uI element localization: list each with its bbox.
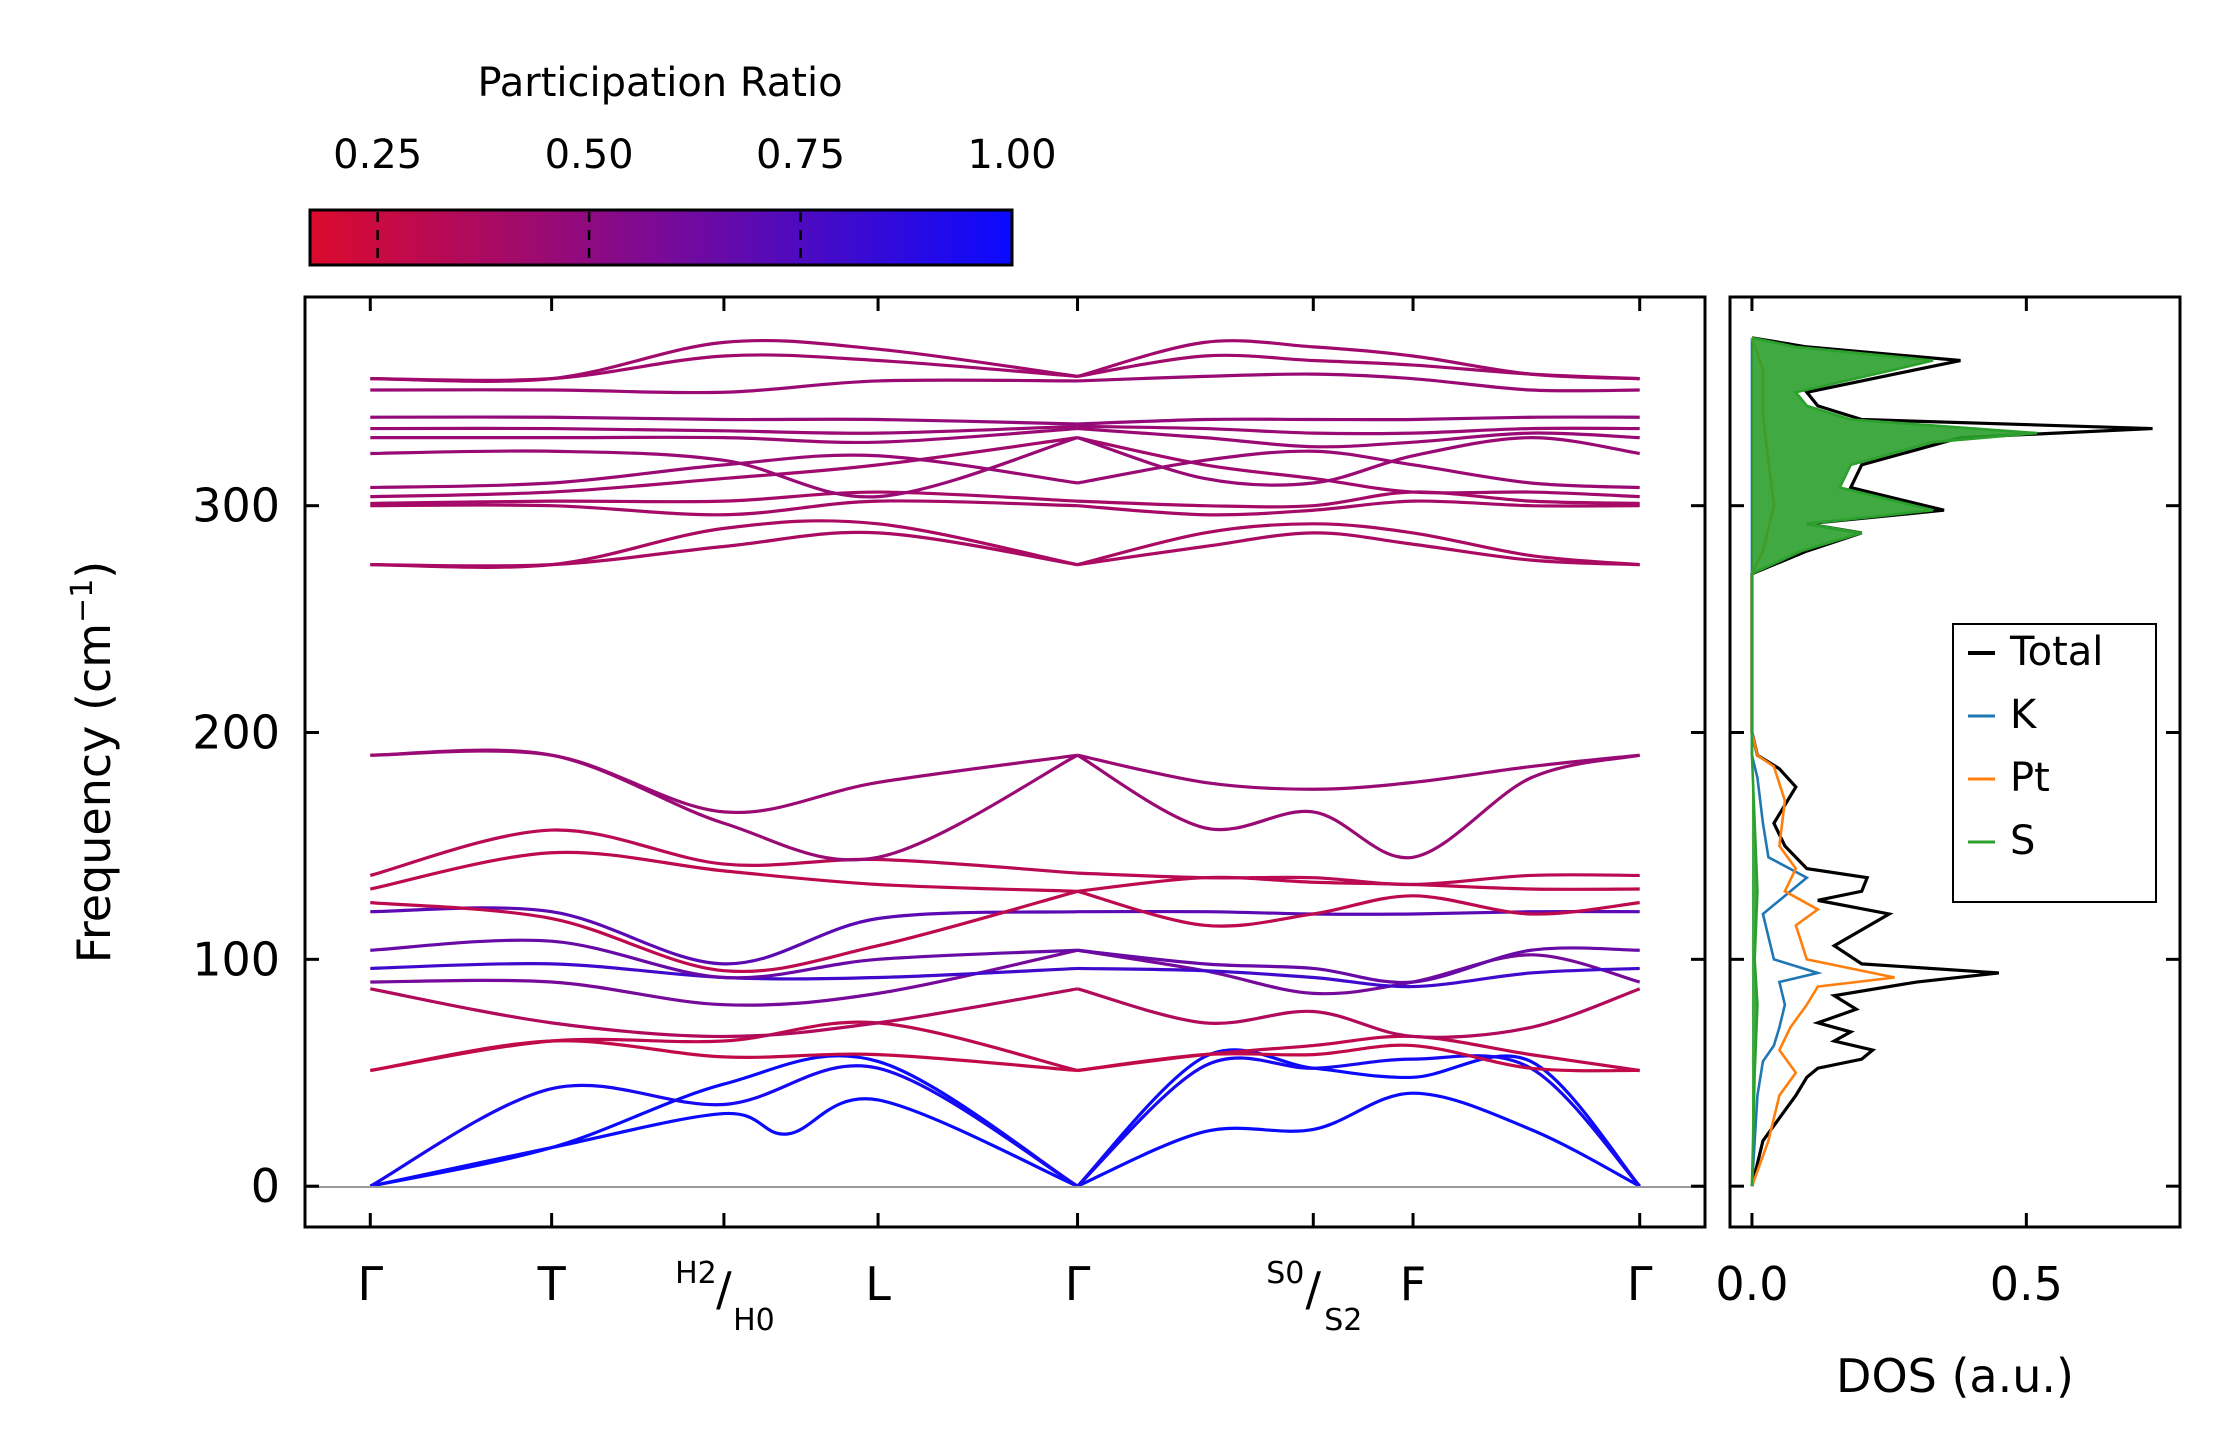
y-axis-title-sup: −1 [65, 579, 100, 623]
phonon-band-segment [369, 828, 1078, 877]
high-symmetry-label-top: H2 [675, 1256, 717, 1291]
phonon-band-segment [369, 1064, 1079, 1188]
y-axis-title: Frequency (cm−1) [65, 561, 121, 964]
y-axis-title-end: ) [67, 561, 121, 579]
high-symmetry-label: Γ [1627, 1257, 1653, 1311]
y-tick-label: 0 [251, 1159, 280, 1213]
phonon-band-segment [370, 415, 1078, 426]
phonon-band-segment [1077, 946, 1640, 985]
phonon-band-segment [1077, 415, 1640, 426]
phonon-band-segment [370, 499, 1078, 517]
phonon-band-segment [370, 353, 1078, 382]
phonon-band-segment [370, 424, 1078, 435]
legend-box [1952, 623, 2157, 903]
phonon-band-segment [1076, 753, 1641, 860]
phonon-band-segment [370, 519, 1078, 569]
high-symmetry-label: Γ [357, 1257, 383, 1311]
dos-axes-frame [1728, 295, 2182, 1229]
y-tick-label: 200 [192, 706, 280, 760]
phonon-band-segment [369, 850, 1078, 893]
phonon-band-segment [369, 1054, 1079, 1188]
high-symmetry-label-top: S0 [1266, 1256, 1304, 1291]
colorbar-tick-label: 0.75 [756, 132, 845, 178]
phonon-band-segment [370, 1020, 1078, 1073]
dos-line-Total [1750, 336, 2153, 1187]
phonon-band-segment [369, 1097, 1079, 1188]
phonon-band-segment [370, 906, 1078, 966]
phonon-band-segment [1077, 753, 1640, 791]
legend-label: Total [2009, 629, 2103, 675]
phonon-band-segment [370, 948, 1078, 1007]
high-symmetry-separator: / [1306, 1262, 1322, 1316]
phonon-band-segment [370, 436, 1078, 499]
legend-label: S [2010, 818, 2035, 864]
phonon-band-segment [1077, 1043, 1640, 1073]
legend-label: K [2010, 692, 2038, 738]
dos-line-S [1750, 336, 2038, 1187]
high-symmetry-label: Γ [1065, 1257, 1091, 1311]
y-tick-label: 300 [192, 479, 280, 533]
phonon-band-segment [1077, 436, 1640, 499]
phonon-band-segment [1077, 499, 1640, 517]
phonon-band-segment [1077, 871, 1640, 887]
phonon-band-segment [370, 490, 1078, 506]
phonon-band-segment [370, 378, 1078, 395]
high-symmetry-label-bottom: H0 [733, 1303, 775, 1338]
phonon-band-segment [1077, 875, 1640, 893]
phonon-band-segment [370, 530, 1078, 568]
phonon-band-segment [1077, 436, 1640, 487]
dos-line-K [1750, 337, 1823, 1187]
phonon-band-segment [1076, 1091, 1641, 1188]
phonon-band-segment [370, 426, 1078, 445]
dos-x-tick-label: 0.0 [1715, 1257, 1788, 1311]
colorbar-title: Participation Ratio [477, 60, 842, 106]
band-axes-frame [303, 295, 1707, 1229]
dos-x-tick-label: 0.5 [1990, 1257, 2063, 1311]
phonon-band-segment [1077, 449, 1640, 490]
high-symmetry-label: L [865, 1257, 891, 1311]
phonon-band-segment [1077, 948, 1641, 996]
colorbar-gradient [308, 208, 1014, 267]
y-axis-title-main: Frequency (cm [67, 623, 121, 963]
high-symmetry-separator: / [716, 1262, 732, 1316]
phonon-band-segment [1077, 531, 1640, 567]
high-symmetry-label: F [1400, 1257, 1426, 1311]
phonon-band-segment [370, 453, 1078, 490]
phonon-band-segment [1077, 424, 1640, 436]
colorbar-tick-label: 0.25 [333, 132, 422, 178]
phonon-band-segment [1077, 987, 1641, 1039]
colorbar-tick-label: 0.50 [545, 132, 634, 178]
dos-legend: Total K Pt S [1952, 623, 2157, 903]
phonon-band-segment [1076, 1054, 1641, 1188]
colorbar: Participation Ratio 0.25 0.50 0.75 1.00 [308, 60, 1057, 267]
legend-label: Pt [2010, 755, 2050, 801]
phonon-band-segment [370, 1039, 1078, 1073]
phonon-band-segment [1077, 372, 1640, 393]
phonon-band-segment [370, 436, 1078, 499]
high-symmetry-label-bottom: S2 [1324, 1303, 1362, 1338]
phonon-band-segment [1077, 909, 1640, 916]
phonon-band-segment [1076, 1048, 1641, 1188]
phonon-band-segment [1077, 426, 1640, 449]
high-symmetry-split-label: H2/H0 [675, 1256, 775, 1338]
high-symmetry-label: T [537, 1257, 567, 1311]
phonon-band-segment [1077, 889, 1640, 928]
phonon-band-segment [1077, 339, 1640, 381]
phonon-band-segment [370, 749, 1078, 815]
dos-x-axis-title: DOS (a.u.) [1836, 1349, 2074, 1403]
phonon-band-segment [1077, 966, 1640, 989]
high-symmetry-split-label: S0/S2 [1266, 1256, 1362, 1338]
colorbar-tick-label: 1.00 [967, 132, 1056, 178]
dos-fill-S [1751, 337, 2038, 1187]
phonon-band-segment [1077, 490, 1640, 509]
phonon-band-segment [370, 889, 1078, 973]
phonon-band-segment [369, 987, 1078, 1039]
dos-panel: 0.0 0.5 DOS (a.u.) Total K Pt S [1715, 295, 2182, 1403]
phonon-band-segment [370, 938, 1078, 980]
y-tick-label: 100 [192, 932, 280, 986]
phonon-band-segment [1077, 522, 1640, 567]
phonon-band-segment [370, 338, 1078, 383]
